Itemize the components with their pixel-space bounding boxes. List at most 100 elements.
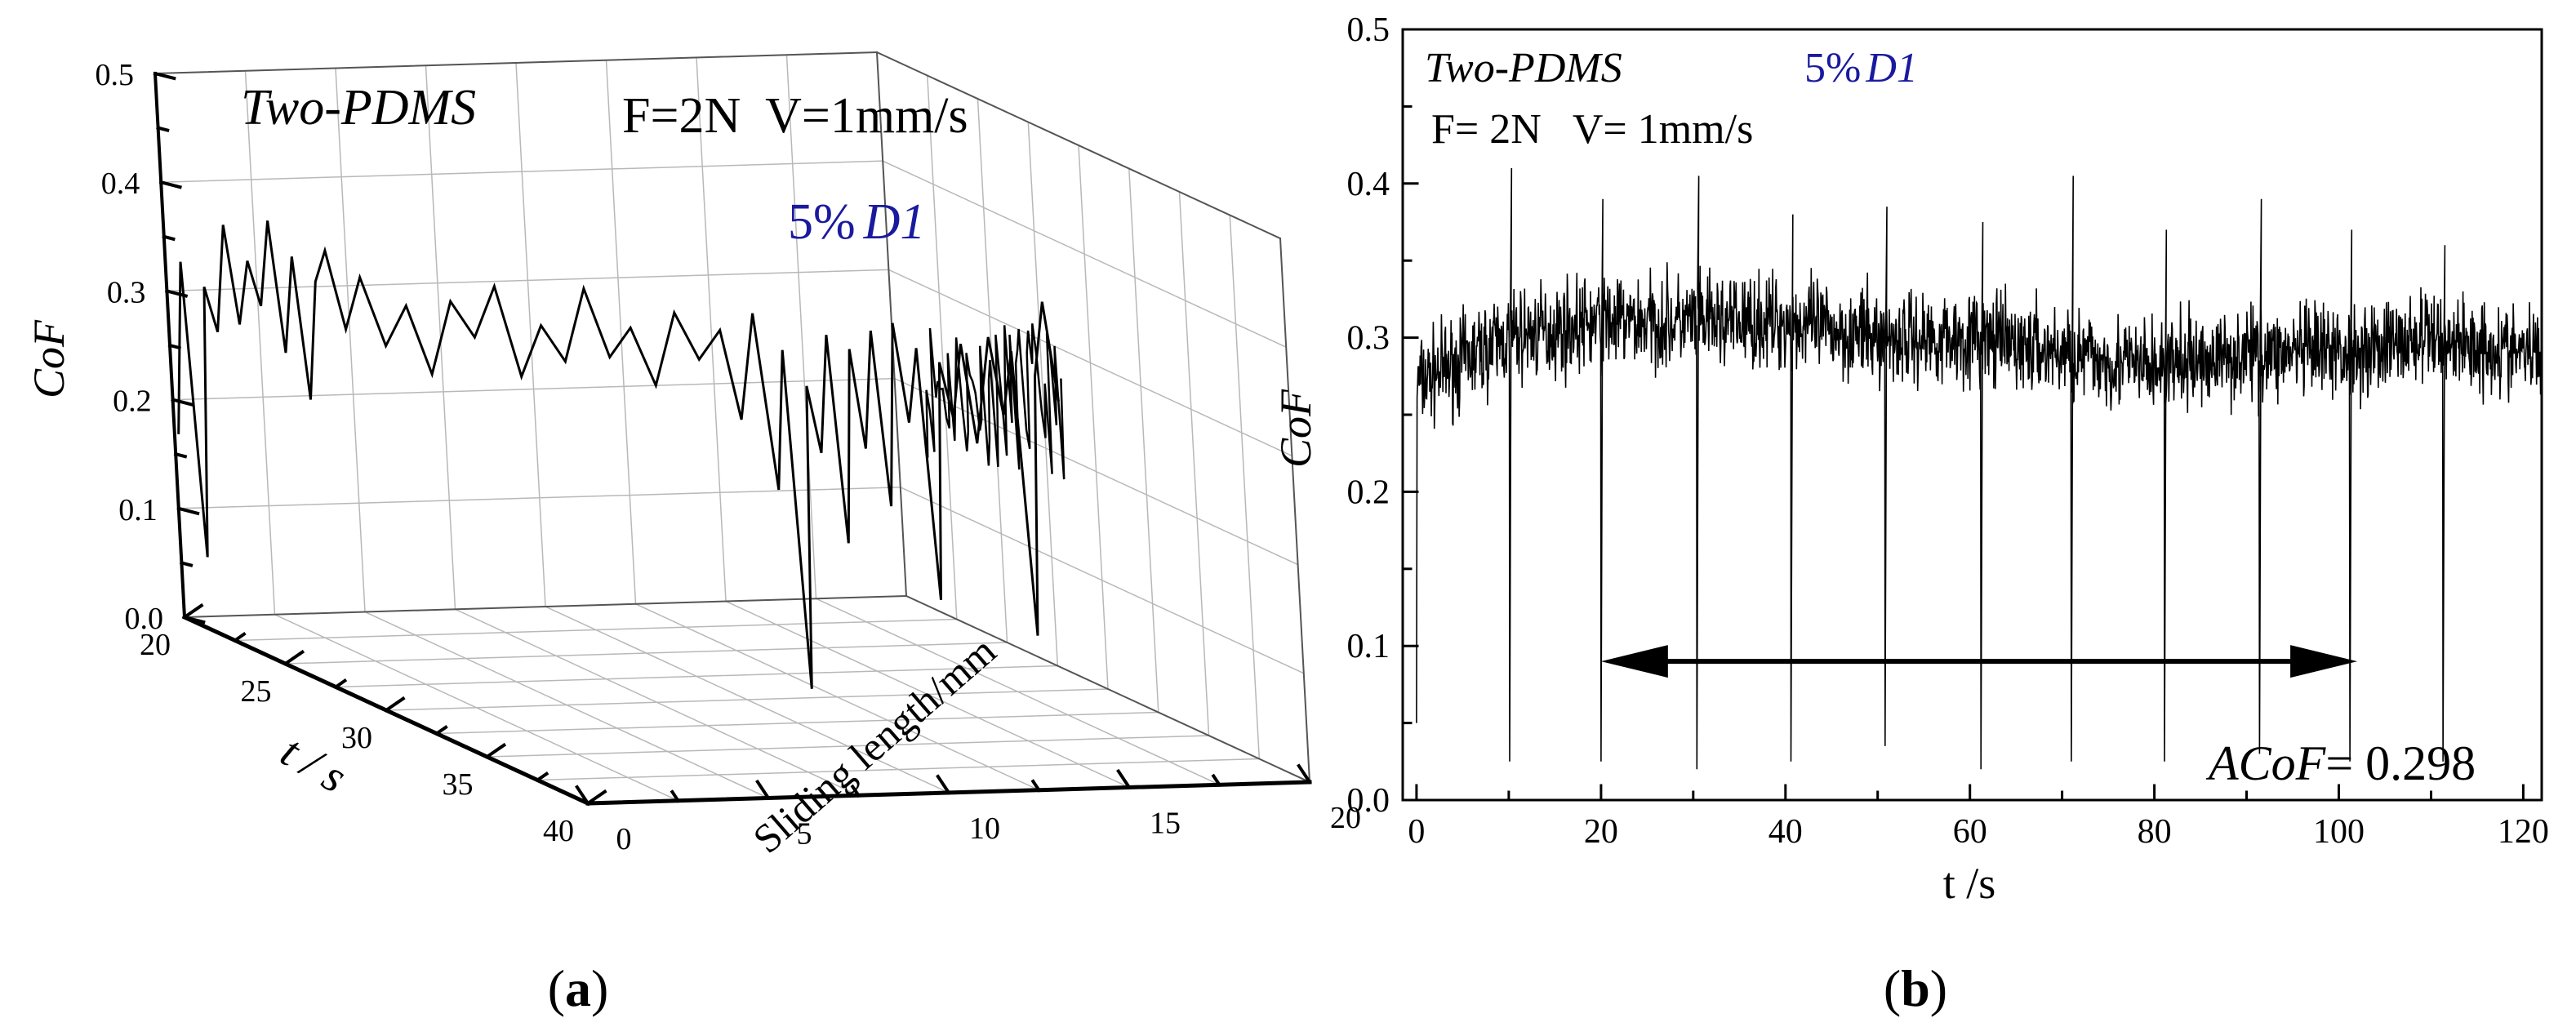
panel-a-x-tick [585,789,607,806]
panel-a-frame-edge [905,594,1311,784]
panel-b-sample-label: 5% D1 [1804,45,1918,91]
panel-a-y-tick [850,784,861,798]
panel-a-y-tick-label: 20 [1330,801,1361,835]
panel-b-x-tick-label: 120 [2498,813,2549,851]
panel-b-y-tick-label: 0.5 [1347,11,1390,49]
panel-b-series [1416,167,2543,770]
panel-a-y-tick [936,774,951,795]
panel-a-y-tick [755,779,771,801]
panel-a-x-tick [384,696,406,713]
panel-a-y-tick [1211,773,1222,788]
panel-b-arrow-head-left [1600,645,1668,678]
panel-a-panel-label: (a) [548,959,609,1017]
panel-a-gridline [1229,214,1261,760]
panel-a-frame-edge [875,51,1282,240]
panel-a-z-tick-label: 0.3 [107,275,146,309]
panel-b-y-axis-label: CoF [1271,389,1320,468]
panel-a-gridline [785,54,817,600]
panel-a-gridline [634,602,1040,791]
panel-a-x-tick [535,771,549,783]
panel-a-conditions-label: F=2N V=1mm/s [622,88,968,144]
panel-b-y-tick-label: 0.2 [1347,474,1390,511]
panel-a-y-tick [575,785,590,806]
panel-b-x-tick-label: 40 [1768,813,1803,851]
panel-a-z-tick [171,398,194,407]
panel-a-z-tick [158,180,182,189]
panel-a-x-tick-label: 25 [241,674,272,709]
panel-a-gridline [274,613,679,802]
panel-a-z-tick [173,451,188,459]
panel-a-z-tick [176,506,200,516]
panel-b-conditions-label: F= 2N V= 1mm/s [1431,106,1753,153]
panel-a-gridline [545,606,950,794]
panel-a-z-tick [156,126,170,133]
panel-b-series-line [1416,167,2543,770]
panel-a-z-tick-label: 0.0 [125,602,164,636]
panel-a-x-tick-label: 30 [341,721,372,755]
panel-a-gridline [515,62,546,607]
panel-b-y-tick-label: 0.0 [1347,782,1390,820]
panel-b-x-tick-label: 0 [1408,813,1425,851]
panel-a-gridline [1178,191,1210,736]
panel-b-x-tick-label: 100 [2313,813,2365,851]
panel-a-y-tick [1116,768,1132,790]
panel-a-frame-edge [153,51,879,75]
panel-a-z-tick-label: 0.4 [101,167,140,201]
panel-a-z-tick-label: 0.2 [113,385,152,419]
panel-a-material-label: Two-PDMS [241,80,476,136]
panel-b-x-tick-label: 60 [1953,813,1987,851]
panel-a-z-tick [179,560,194,567]
panel-a-x-tick-label: 20 [140,628,171,662]
panel-a-y-tick [1030,779,1042,793]
panel-a-gridline [927,74,958,620]
panel-a-gridline [335,67,366,613]
panel-a-z-tick [182,615,206,625]
panel-a-y-tick [1297,763,1312,785]
panel-b-y-tick-label: 0.1 [1347,628,1390,665]
panel-a-series-line [177,220,1060,689]
panel-a-gridline [696,56,727,602]
panel-a-gridline [977,98,1008,643]
panel-a-series [177,220,1066,689]
panel-a-x-tick-label: 40 [543,814,574,848]
panel-a-z-tick [153,71,176,81]
panel-a-3d-chart: 0.0 0.1 0.2 0.3 0.4 0.5 20 25 30 35 40 0 5 10 15 20 Two… [24,51,1362,1017]
panel-a-z-tick-label: 0.5 [96,58,135,92]
panel-b-y-tick-label: 0.4 [1347,166,1390,203]
panel-a-x-tick [434,725,448,736]
panel-a-z-tick [162,234,176,242]
panel-b-ticks: 0 20 40 60 80 100 120 0.0 0.1 0.2 0.3 0.4 0.5 [1347,11,2549,851]
panel-a-y-tick-label: 5 [797,817,812,851]
panel-a-y-tick-label: 0 [616,822,632,856]
panel-a-series-dense [925,323,1066,480]
panel-a-gridlines [154,51,1310,804]
panel-a-x-tick [182,602,204,620]
panel-a-sample-label: 5% D1 [788,194,925,250]
panel-a-frame-edge [183,594,908,619]
panel-b-acof-label: ACoF= 0.298 [2205,736,2476,790]
panel-a-ticks: 0.0 0.1 0.2 0.3 0.4 0.5 20 25 30 35 40 0 5 10 15 20 [96,58,1362,856]
panel-a-y-tick-label: 10 [969,811,1000,846]
panel-a-x-tick-label: 35 [443,767,474,802]
panel-a-z-tick-label: 0.1 [118,493,158,527]
panel-a-y-axis-label: Sliding length/mm [744,627,1004,861]
panel-a-gridline [725,600,1130,789]
panel-a-gridline [364,611,769,799]
panel-b-x-axis-label: t /s [1943,859,1996,908]
panel-b-x-tick-label: 80 [2138,813,2172,851]
panel-a-gridline [1027,121,1059,667]
panel-b-y-tick-label: 0.3 [1347,320,1390,358]
panel-a-gridline [605,60,637,605]
panel-a-gridline [454,608,860,797]
panel-b-x-tick-label: 20 [1584,813,1618,851]
panel-b-arrow-head-right [2290,645,2358,678]
panel-a-frame-edge [1279,237,1311,784]
panel-a-gridline [1078,145,1109,690]
panel-a-x-tick [333,678,348,690]
panel-a-gridline [815,598,1221,786]
panel-a-y-tick-label: 15 [1150,807,1181,841]
panel-a-x-tick [283,649,305,666]
panel-b-line-chart: 0 20 40 60 80 100 120 0.0 0.1 0.2 0.3 0.4 0.5 Two-PD… [1271,11,2549,1017]
panel-b-material-label: Two-PDMS [1425,45,1622,91]
